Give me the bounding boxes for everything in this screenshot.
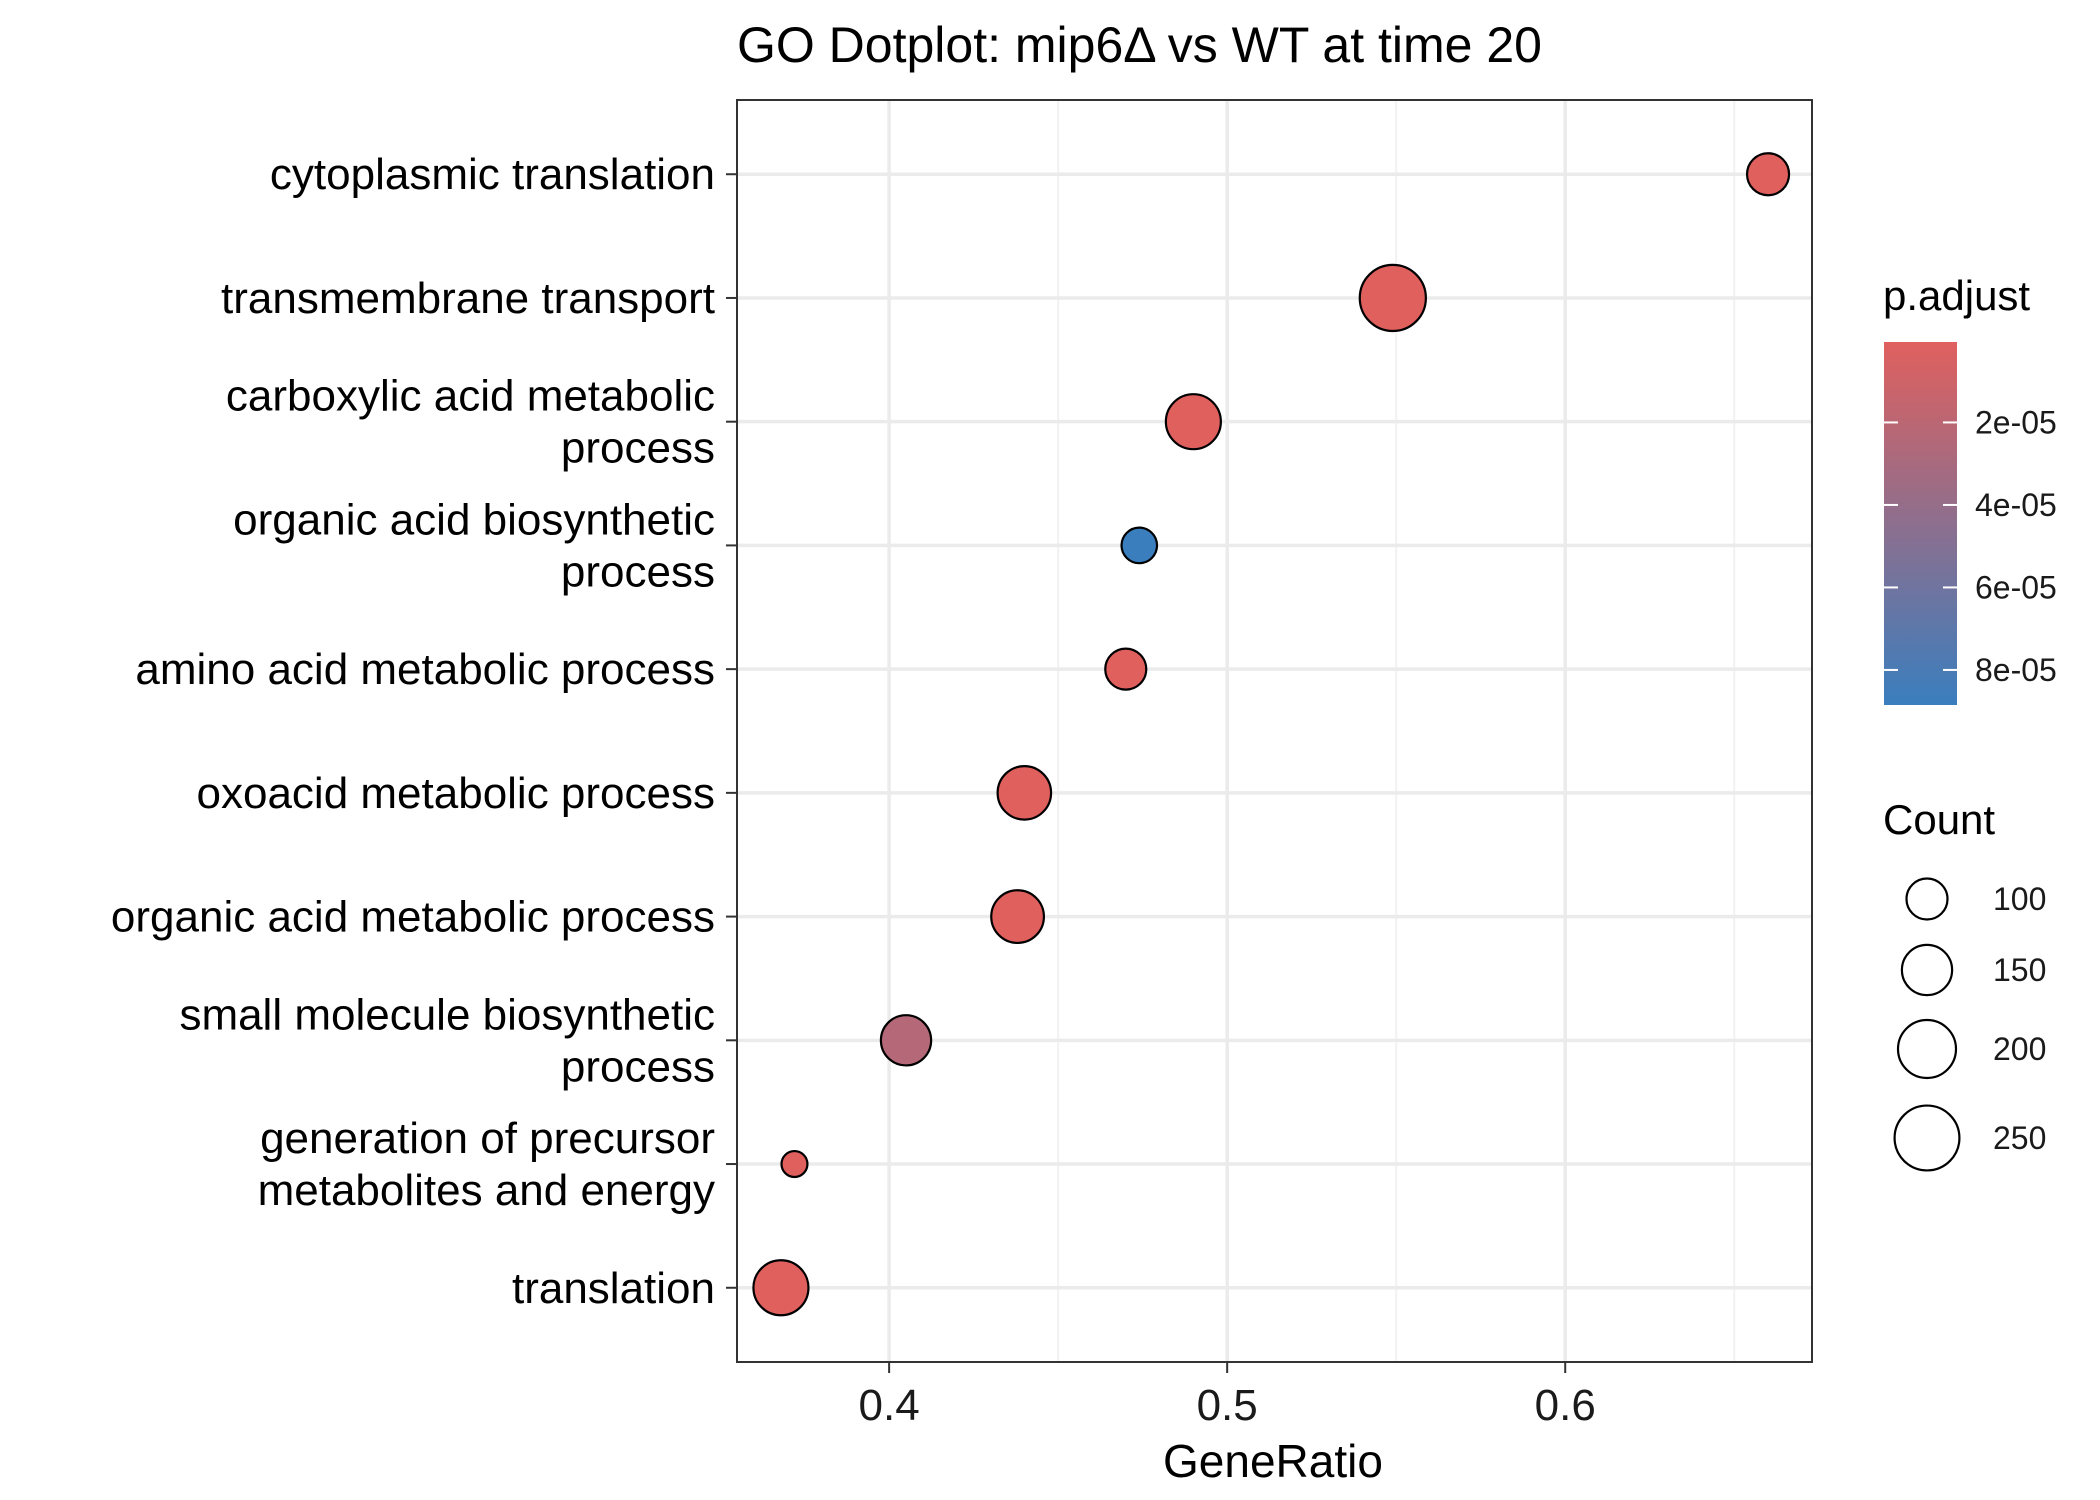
y-tick-label: organic acid biosynthetic process [233,495,715,596]
y-axis: cytoplasmic translation transmembrane tra… [111,150,737,1313]
plot-panel-border [736,99,1813,1363]
data-point [1745,152,1791,197]
y-tick-label-line: organic acid metabolic process [111,893,715,942]
x-axis-title: GeneRatio [1163,1435,1383,1487]
y-tick-label-line: translation [512,1264,715,1313]
y-tick-label-line: organic acid biosynthetic [233,495,715,544]
p-adjust-colorbar [1884,342,1957,705]
y-tick-label: carboxylic acid metabolic process [226,372,715,473]
major-grid [737,100,1812,1362]
x-tick-label: 0.5 [1197,1381,1258,1430]
colorbar-tick-label: 8e-05 [1975,652,2057,688]
count-legend-key [1905,877,1949,921]
y-tick-label: organic acid metabolic process [111,893,715,942]
count-legend-key [1896,1018,1958,1080]
p-adjust-legend-title: p.adjust [1883,272,2030,319]
data-point [1120,526,1159,565]
y-tick-label-line: process [561,547,715,596]
y-tick-label: translation [512,1264,715,1313]
count-legend-label: 150 [1993,952,2046,988]
y-tick-label: cytoplasmic translation [270,150,715,199]
count-legend: Count 100 150 200 250 [1883,796,2046,1172]
count-legend-key [1900,943,1954,997]
data-point [996,765,1053,821]
y-tick-label: oxoacid metabolic process [197,769,715,818]
data-point [990,889,1046,945]
y-tick-label-line: oxoacid metabolic process [197,769,715,818]
data-points [752,152,1791,1317]
data-point [752,1259,810,1317]
chart-title: GO Dotplot: mip6Δ vs WT at time 20 [737,17,1542,73]
data-point [1164,393,1222,451]
count-legend-keys: 100 150 200 250 [1893,877,2046,1172]
data-point [780,1149,809,1179]
data-point [879,1014,933,1067]
y-tick-label-line: transmembrane transport [221,274,715,323]
y-tick-label-line: small molecule biosynthetic [179,990,715,1039]
count-legend-key [1893,1104,1961,1172]
data-point [1104,647,1148,691]
y-tick-label: generation of precursor metabolites and e… [258,1114,715,1215]
x-axis: 0.4 0.5 0.6 [859,1362,1596,1430]
p-adjust-colorbar-ticks: 2e-05 4e-05 6e-05 8e-05 [1884,404,2057,688]
y-tick-label: transmembrane transport [221,274,715,323]
y-tick-label-line: generation of precursor [260,1114,715,1163]
count-legend-label: 200 [1993,1031,2046,1067]
data-point [1358,263,1427,333]
count-legend-label: 100 [1993,881,2046,917]
y-tick-label-line: process [561,424,715,473]
y-tick-label: small molecule biosynthetic process [179,990,715,1091]
y-tick-label-line: cytoplasmic translation [270,150,715,199]
x-tick-label: 0.6 [1535,1381,1596,1430]
p-adjust-legend: p.adjust 2e-05 4e-05 6e-05 8e-05 [1883,272,2057,705]
count-legend-title: Count [1883,796,1995,843]
colorbar-tick-label: 6e-05 [1975,569,2057,605]
x-tick-label: 0.4 [859,1381,920,1430]
y-tick-label: amino acid metabolic process [135,645,715,694]
count-legend-label: 250 [1993,1120,2046,1156]
y-tick-label-line: carboxylic acid metabolic [226,372,715,421]
colorbar-tick-label: 4e-05 [1975,487,2057,523]
y-tick-label-line: amino acid metabolic process [135,645,715,694]
y-tick-label-line: process [561,1042,715,1091]
colorbar-tick-label: 2e-05 [1975,404,2057,440]
y-tick-label-line: metabolites and energy [258,1166,715,1215]
